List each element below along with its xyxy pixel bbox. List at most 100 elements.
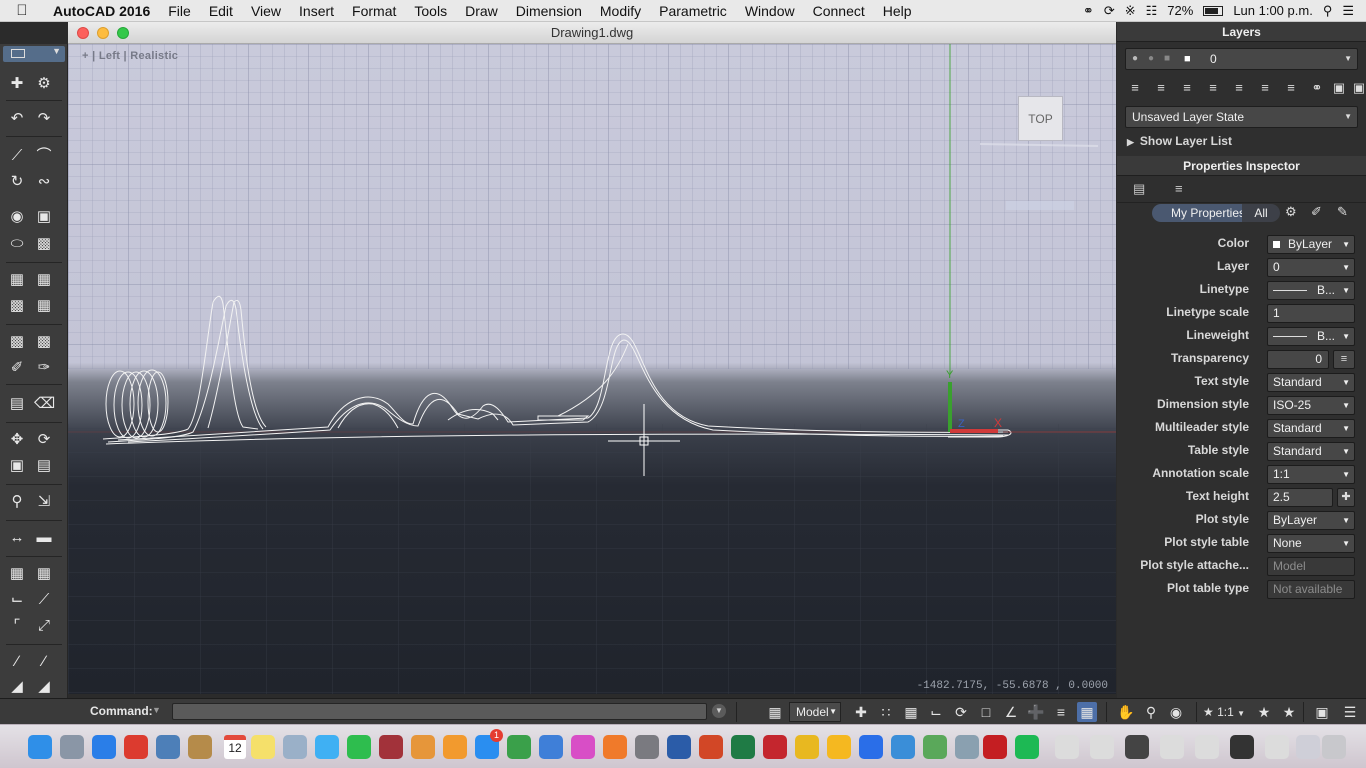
property-value[interactable]: ByLayer ▼ <box>1267 235 1355 254</box>
object-properties-icon[interactable]: ▤ <box>1133 181 1146 196</box>
point-select-icon[interactable]: ✚ <box>10 75 24 92</box>
trash-icon[interactable] <box>1322 735 1346 759</box>
spline-tool-icon[interactable]: ∾ <box>37 173 51 190</box>
selection-mode-dropdown[interactable]: ▼ <box>3 46 65 62</box>
trim-tool-icon[interactable]: ⌜ <box>13 617 21 634</box>
arc-tool-icon[interactable]: ↻ <box>10 173 24 190</box>
layout-grid-icon[interactable]: ▦ <box>768 704 782 720</box>
viewcube[interactable]: TOP <box>1018 96 1063 141</box>
wipeout-tool-icon[interactable]: ▩ <box>9 297 25 314</box>
sync-icon[interactable]: ⟳ <box>1103 2 1115 18</box>
system-preferences-icon[interactable] <box>635 735 659 759</box>
property-value[interactable]: 0 <box>1267 350 1329 369</box>
screenshot-icon-3[interactable] <box>1125 735 1149 759</box>
redo-icon[interactable]: ↷ <box>37 110 51 127</box>
match-properties-icon[interactable]: ✐ <box>10 359 24 376</box>
menu-tools[interactable]: Tools <box>414 2 448 19</box>
wifi-icon[interactable]: ☷ <box>1145 2 1158 18</box>
dynamic-ucs-icon[interactable]: ➕ <box>1027 704 1045 720</box>
notes-icon[interactable] <box>251 735 275 759</box>
popcorn-icon[interactable] <box>795 735 819 759</box>
layer-unlock-icon[interactable]: ▣ <box>1352 80 1366 95</box>
auto-scale-icon[interactable]: ★ <box>1282 704 1296 720</box>
chamfer-tool-icon[interactable]: ∕ <box>42 653 46 670</box>
property-value[interactable]: 1 <box>1267 304 1355 323</box>
photo-booth-icon[interactable] <box>283 735 307 759</box>
menu-app-name[interactable]: AutoCAD 2016 <box>53 2 151 19</box>
downloads-icon[interactable] <box>1296 735 1320 759</box>
ibooks-alt-icon[interactable] <box>603 735 627 759</box>
close-window-button[interactable] <box>77 27 89 39</box>
property-value[interactable]: Standard ▼ <box>1267 373 1355 392</box>
safari-icon[interactable] <box>92 735 116 759</box>
contacts-icon[interactable] <box>188 735 212 759</box>
rotate-tool-icon[interactable]: ⟳ <box>37 431 51 448</box>
linear-dimension-icon[interactable]: ↔ <box>9 529 25 546</box>
erase-tool-icon[interactable]: ⌫ <box>34 395 56 412</box>
edit-attribute-icon[interactable]: ✑ <box>37 359 51 376</box>
zoom-extents-icon[interactable]: ⇲ <box>37 493 51 510</box>
scale-tool-icon[interactable]: ▣ <box>9 457 25 474</box>
model-space-dropdown[interactable]: Model ▼ <box>789 702 841 722</box>
table-tool-icon[interactable]: ▦ <box>36 565 52 582</box>
object-snap-icon[interactable]: □ <box>981 704 991 720</box>
menu-modify[interactable]: Modify <box>599 2 642 19</box>
menu-insert[interactable]: Insert <box>299 2 335 19</box>
polyline-tool-icon[interactable]: ⌒ <box>36 147 52 164</box>
creative-cloud-icon[interactable]: ⚭ <box>1082 2 1094 18</box>
ray-tool-icon[interactable]: ⟋ <box>38 591 50 608</box>
calendar-icon[interactable]: 12 <box>224 735 246 759</box>
notification-center-icon[interactable]: ☰ <box>1342 2 1354 18</box>
photo-icon[interactable] <box>379 735 403 759</box>
property-value[interactable]: 2.5 <box>1267 488 1333 507</box>
move-tool-icon[interactable]: ✥ <box>10 431 24 448</box>
property-value[interactable]: 0 ▼ <box>1267 258 1355 277</box>
spotify-icon[interactable] <box>1015 735 1039 759</box>
clock[interactable]: Lun 1:00 p.m. <box>1233 3 1313 18</box>
block-create-icon[interactable]: ▩ <box>36 333 52 350</box>
grid-display-icon[interactable]: ▦ <box>904 704 918 720</box>
menu-connect[interactable]: Connect <box>812 2 865 19</box>
text-tool-icon[interactable]: ▦ <box>9 565 25 582</box>
blend-tool-icon[interactable]: ◢ <box>38 678 50 695</box>
stretch-tool-icon[interactable]: ▤ <box>36 457 52 474</box>
spotlight-search-icon[interactable]: ⚲ <box>1322 2 1333 18</box>
preview-icon[interactable] <box>156 735 180 759</box>
boundary-tool-icon[interactable]: ▦ <box>36 271 52 288</box>
layer-state-dropdown[interactable]: Unsaved Layer State ▼ <box>1125 106 1358 128</box>
menu-draw[interactable]: Draw <box>465 2 498 19</box>
snap-mode-icon[interactable]: ∷ <box>881 704 891 720</box>
chrome-icon[interactable] <box>124 735 148 759</box>
tab-all-properties[interactable]: All <box>1242 204 1280 222</box>
photos-icon[interactable] <box>411 735 435 759</box>
command-options-icon[interactable]: ▼ <box>712 704 726 718</box>
layer-lock-tool-icon[interactable]: ▣ <box>1332 80 1346 95</box>
screenshot-icon-6[interactable] <box>1230 735 1254 759</box>
property-value[interactable]: Standard ▼ <box>1267 442 1355 461</box>
customization-icon[interactable]: ☰ <box>1343 704 1357 720</box>
ibooks-icon[interactable] <box>443 735 467 759</box>
layer-unisolate-icon[interactable]: ≡ <box>1287 80 1295 95</box>
extend-tool-icon[interactable]: ⤢ <box>37 617 50 634</box>
text-height-pick-icon[interactable]: ✚ <box>1337 488 1355 507</box>
maps-icon[interactable] <box>923 735 947 759</box>
menu-view[interactable]: View <box>250 2 282 19</box>
numbers-icon[interactable] <box>507 735 531 759</box>
select-objects-icon[interactable]: ✐ <box>1311 204 1322 219</box>
current-layer-dropdown[interactable]: ● ● ■ ■ 0 ▼ <box>1125 48 1358 70</box>
word-icon[interactable] <box>667 735 691 759</box>
menu-dimension[interactable]: Dimension <box>515 2 582 19</box>
offset-tool-icon[interactable]: ∕ <box>15 653 19 670</box>
command-history-icon[interactable]: ▼ <box>152 705 161 715</box>
screenshot-icon-2[interactable] <box>1090 735 1114 759</box>
minimize-window-button[interactable] <box>97 27 109 39</box>
menu-edit[interactable]: Edit <box>208 2 233 19</box>
show-layer-list-toggle[interactable]: ▶ Show Layer List <box>1127 134 1232 148</box>
excel-icon[interactable] <box>731 735 755 759</box>
cydia-icon[interactable] <box>827 735 851 759</box>
tab-my-properties[interactable]: My Properties <box>1152 204 1264 222</box>
annotation-scale-control[interactable]: ★ 1:1 ▼ <box>1203 705 1245 719</box>
keynote-icon[interactable] <box>539 735 563 759</box>
transparency-options-icon[interactable]: ≡ <box>1333 350 1355 369</box>
coordinates-toggle-icon[interactable]: ✚ <box>855 704 867 720</box>
